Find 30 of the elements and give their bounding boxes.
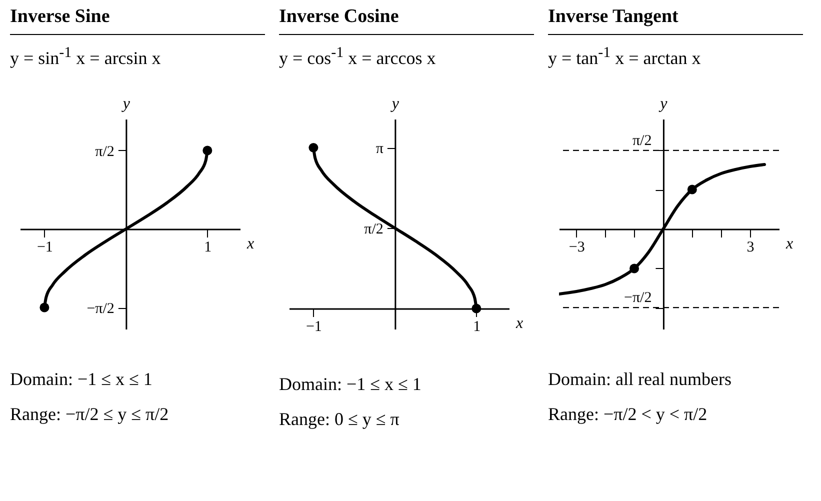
x-tick-label: 3 [746, 240, 754, 256]
x-tick-label: −1 [306, 319, 322, 336]
x-axis-title: x [514, 315, 524, 332]
text: Domain: −1 ≤ x ≤ 1 [279, 374, 422, 395]
chart-title: Inverse Sine [10, 6, 265, 35]
y-tick-label: π/2 [364, 222, 384, 238]
chart-subtitle: y = sin$^{-1}$ x = arcsin x [10, 45, 162, 69]
y-tick-label: π [376, 141, 384, 158]
x-axis-title: x [784, 236, 794, 252]
y-axis-title: y [120, 96, 131, 112]
y-axis-title: y [390, 96, 400, 112]
text: Range: 0 ≤ y ≤ π [279, 409, 400, 430]
y-axis-title: y [658, 96, 668, 112]
y-tick-label: π/2 [95, 144, 114, 160]
x-tick-label: 1 [204, 240, 212, 256]
x-tick-label: −3 [568, 240, 585, 256]
chart-title: Inverse Cosine [279, 6, 534, 35]
y-tick-label: −π/2 [624, 290, 652, 306]
text: Range: −π/2 ≤ y ≤ π/2 [10, 404, 170, 425]
x-tick-label: −1 [36, 240, 53, 256]
y-tick-label: π/2 [632, 132, 652, 149]
text: Domain: all real numbers [548, 369, 732, 390]
x-axis-title: x [246, 236, 254, 252]
text: Range: −π/2 < y < π/2 [548, 404, 708, 425]
y-tick-label: −π/2 [86, 301, 114, 318]
chart-subtitle: y = tan$^{-1}$ x = arctan x [548, 45, 702, 69]
x-tick-label: 1 [473, 319, 481, 336]
text: Domain: −1 ≤ x ≤ 1 [10, 369, 154, 390]
chart-title: Inverse Tangent [548, 6, 803, 35]
chart-subtitle: y = cos$^{-1}$ x = arccos x [279, 45, 437, 69]
